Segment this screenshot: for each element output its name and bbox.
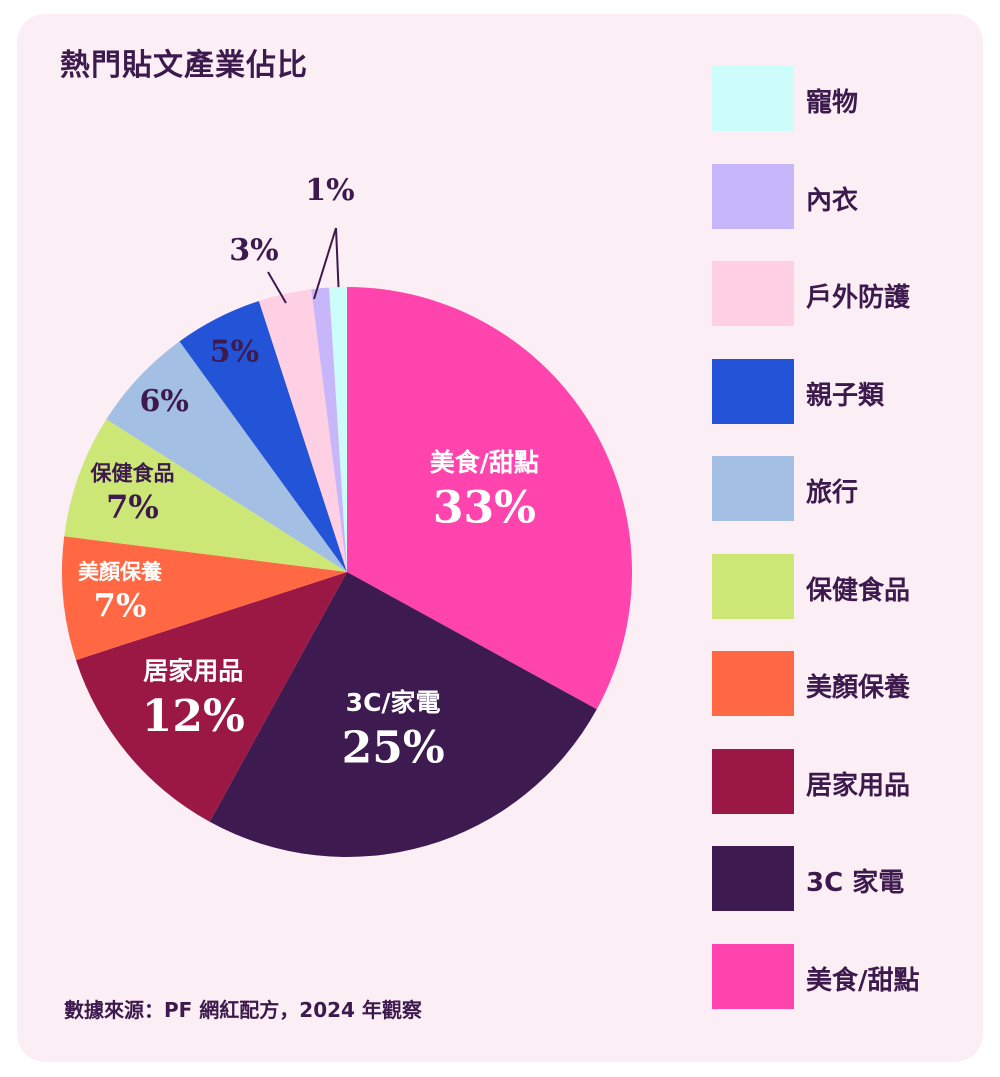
pie-slice [179,300,347,572]
legend-label: 寵物 [806,88,859,118]
slice-pct-label: 7% [94,586,147,624]
legend-label: 親子類 [806,380,885,411]
slice-pct-label: 33% [433,482,536,533]
legend-swatch [712,748,794,814]
slice-pct-label: 25% [342,722,445,773]
legend-swatch [712,651,794,716]
legend-swatch [712,261,794,326]
legend-label: 戶外防護 [806,283,911,313]
pie-slice [75,572,348,822]
slice-pct-label: 5% [210,335,259,370]
pie-slice [209,572,597,857]
slice-name-label: 保健食品 [89,461,174,485]
pie-slice [311,287,347,572]
legend-swatch [712,358,794,424]
data-source: 數據來源：PF 網紅配方，2024 年觀察 [64,998,422,1022]
slice-name-label: 美顏保養 [78,560,163,584]
slice-pct-label: 3% [229,233,278,268]
chart-title: 熱門貼文產業佔比 [60,48,308,83]
pie-slice [62,536,347,661]
leader-line [267,271,287,304]
slice-pct-label: 12% [142,691,245,742]
legend-label: 內衣 [806,185,859,216]
legend-label: 美食/甜點 [806,965,920,996]
legend-label: 居家用品 [806,770,911,801]
legend-swatch [712,943,794,1009]
legend-swatch [712,553,794,619]
slice-name-label: 美食/甜點 [430,448,539,477]
slice-name-label: 3C/家電 [346,688,441,717]
pie-slice [258,289,347,572]
legend-swatch [712,846,794,911]
pie-slice [347,287,632,710]
legend-label: 保健食品 [806,575,911,606]
slice-pct-label: 1% [305,173,354,208]
slice-pct-label: 7% [106,488,159,526]
legend-swatch [712,163,794,229]
pie-slice [329,287,347,572]
slice-pct-label: 6% [139,384,188,419]
legend-label: 美顏保養 [806,673,911,703]
pie-slice [64,419,347,572]
pie-slice [106,341,347,572]
legend-swatch [712,66,794,131]
legend-swatch [712,456,794,521]
slice-name-label: 居家用品 [143,656,243,685]
leader-line [313,227,337,300]
legend-label: 3C 家電 [806,868,905,898]
legend-label: 旅行 [806,478,859,508]
